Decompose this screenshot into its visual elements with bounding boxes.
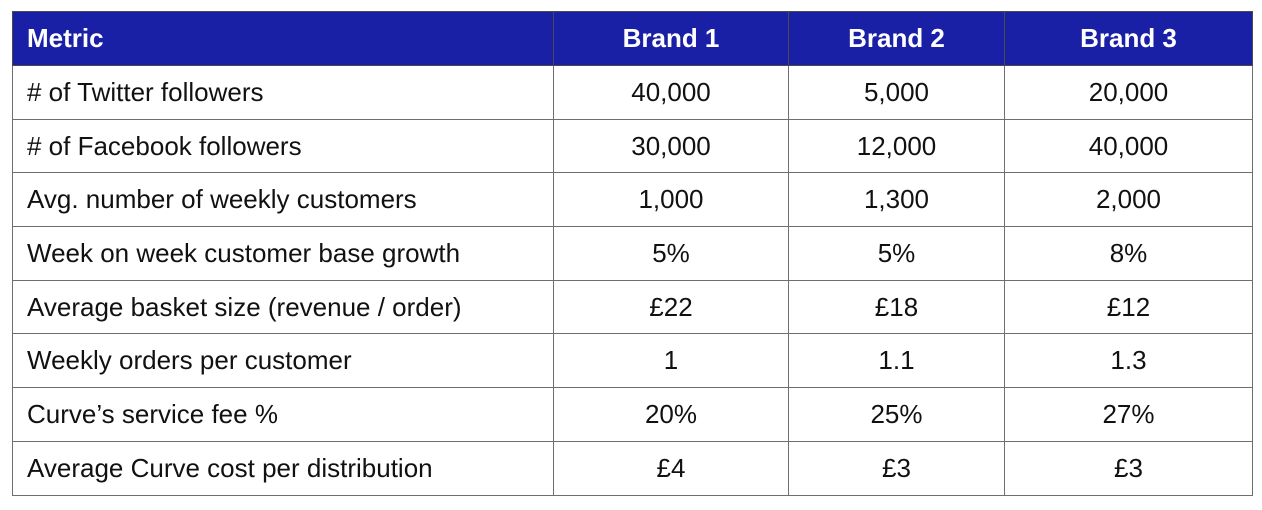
table-row: Average basket size (revenue / order) £2… xyxy=(12,279,1253,335)
cell-brand-1: £4 xyxy=(553,440,789,496)
cell-brand-2: 5% xyxy=(788,226,1005,281)
header-brand-2: Brand 2 xyxy=(788,11,1005,66)
cell-brand-1: 30,000 xyxy=(553,118,789,174)
table-row: # of Facebook followers 30,000 12,000 40… xyxy=(12,118,1253,174)
row-label: Average Curve cost per distribution xyxy=(12,440,554,496)
header-metric: Metric xyxy=(12,11,554,66)
cell-brand-3: 27% xyxy=(1004,387,1253,442)
table-row: Average Curve cost per distribution £4 £… xyxy=(12,440,1253,496)
row-label: Week on week customer base growth xyxy=(12,226,554,281)
row-label: Average basket size (revenue / order) xyxy=(12,279,554,335)
cell-brand-2: £18 xyxy=(788,279,1005,335)
table-row: # of Twitter followers 40,000 5,000 20,0… xyxy=(12,65,1253,120)
row-label: # of Twitter followers xyxy=(12,65,554,120)
row-label: Weekly orders per customer xyxy=(12,333,554,389)
cell-brand-3: 8% xyxy=(1004,226,1253,281)
cell-brand-2: 1.1 xyxy=(788,333,1005,389)
cell-brand-2: 25% xyxy=(788,387,1005,442)
brand-metrics-table: Metric Brand 1 Brand 2 Brand 3 # of Twit… xyxy=(12,11,1253,496)
header-brand-3: Brand 3 xyxy=(1004,11,1253,66)
table-row: Week on week customer base growth 5% 5% … xyxy=(12,226,1253,281)
cell-brand-1: 1,000 xyxy=(553,172,789,228)
comparison-table-container: Metric Brand 1 Brand 2 Brand 3 # of Twit… xyxy=(12,11,1253,496)
cell-brand-1: 40,000 xyxy=(553,65,789,120)
cell-brand-3: 20,000 xyxy=(1004,65,1253,120)
header-brand-1: Brand 1 xyxy=(553,11,789,66)
cell-brand-2: £3 xyxy=(788,440,1005,496)
cell-brand-3: £3 xyxy=(1004,440,1253,496)
row-label: # of Facebook followers xyxy=(12,118,554,174)
cell-brand-2: 5,000 xyxy=(788,65,1005,120)
cell-brand-2: 12,000 xyxy=(788,118,1005,174)
cell-brand-2: 1,300 xyxy=(788,172,1005,228)
table-row: Weekly orders per customer 1 1.1 1.3 xyxy=(12,333,1253,389)
cell-brand-3: 2,000 xyxy=(1004,172,1253,228)
cell-brand-1: 1 xyxy=(553,333,789,389)
cell-brand-3: £12 xyxy=(1004,279,1253,335)
row-label: Curve’s service fee % xyxy=(12,387,554,442)
table-row: Curve’s service fee % 20% 25% 27% xyxy=(12,387,1253,442)
table-header-row: Metric Brand 1 Brand 2 Brand 3 xyxy=(12,11,1253,66)
cell-brand-3: 1.3 xyxy=(1004,333,1253,389)
cell-brand-3: 40,000 xyxy=(1004,118,1253,174)
row-label: Avg. number of weekly customers xyxy=(12,172,554,228)
table-row: Avg. number of weekly customers 1,000 1,… xyxy=(12,172,1253,228)
cell-brand-1: 20% xyxy=(553,387,789,442)
cell-brand-1: 5% xyxy=(553,226,789,281)
cell-brand-1: £22 xyxy=(553,279,789,335)
